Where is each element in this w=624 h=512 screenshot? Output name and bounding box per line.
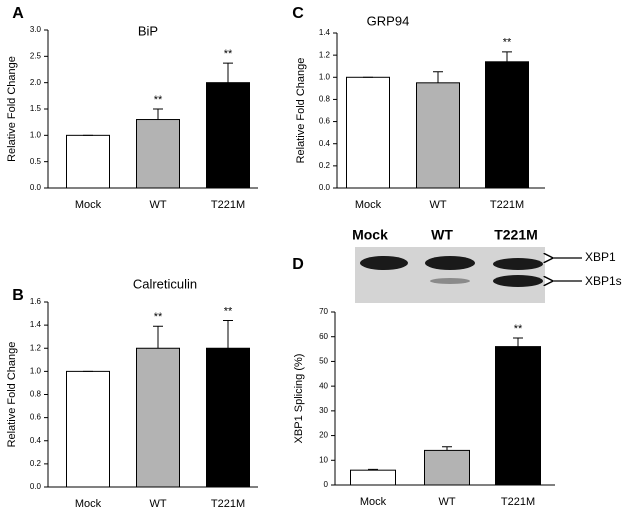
error-bar: [153, 325, 163, 349]
panel-label: B: [12, 287, 24, 304]
error-bar: [513, 337, 523, 347]
bar: [485, 61, 529, 189]
y-tick-label: 0.4: [30, 436, 42, 445]
error-bar: [368, 468, 378, 471]
bar: [136, 347, 180, 488]
bar: [206, 347, 250, 488]
x-tick-label: WT: [149, 199, 166, 211]
error-bar: [442, 446, 452, 451]
y-tick-label: 2.0: [30, 78, 42, 87]
error-bar: [433, 71, 443, 83]
bar: [424, 449, 470, 486]
bar: [136, 119, 180, 189]
y-tick-label: 0.0: [30, 183, 42, 192]
significance: **: [224, 305, 233, 317]
y-tick-label: 1.5: [30, 104, 42, 113]
x-tick-label: WT: [149, 498, 166, 510]
y-tick-label: 0.0: [30, 482, 42, 491]
x-tick-label: WT: [438, 496, 455, 508]
x-tick-label: T221M: [211, 498, 245, 510]
y-tick-label: 50: [319, 357, 328, 366]
y-tick-label: 2.5: [30, 51, 42, 60]
bar: [350, 469, 396, 486]
error-bar: [223, 62, 233, 83]
bar: [495, 346, 541, 486]
y-tick-label: 0.6: [319, 117, 331, 126]
bar: [66, 134, 110, 189]
y-tick-label: 1.0: [319, 72, 331, 81]
band-label: XBP1s: [585, 274, 622, 288]
y-tick-label: 1.0: [30, 130, 42, 139]
significance: **: [503, 37, 512, 49]
blot-image: [355, 247, 545, 303]
chart-title: Calreticulin: [133, 276, 197, 291]
bar: [346, 76, 390, 189]
y-tick-label: 1.2: [30, 343, 42, 352]
band: [425, 256, 475, 270]
bar: [206, 82, 250, 189]
bar: [66, 370, 110, 488]
x-tick-label: Mock: [75, 199, 102, 211]
significance: **: [154, 311, 163, 323]
y-tick-label: 40: [319, 381, 328, 390]
error-bar: [502, 51, 512, 62]
panel-label: C: [292, 5, 304, 22]
y-tick-label: 3.0: [30, 25, 42, 34]
x-tick-label: Mock: [355, 199, 382, 211]
y-tick-label: 0.4: [319, 139, 331, 148]
y-tick-label: 20: [319, 431, 328, 440]
chart-title: BiP: [138, 23, 158, 38]
band: [493, 275, 543, 287]
panel-label: D: [292, 256, 304, 273]
x-tick-label: T221M: [490, 199, 524, 211]
y-tick-label: 60: [319, 332, 328, 341]
y-axis-label: XBP1 Splicing (%): [293, 354, 305, 444]
band: [430, 278, 470, 284]
y-tick-label: 1.4: [319, 28, 331, 37]
x-tick-label: Mock: [360, 496, 387, 508]
error-bar: [223, 320, 233, 349]
lane-label: T221M: [494, 227, 538, 243]
x-tick-label: Mock: [75, 498, 102, 510]
y-tick-label: 0.0: [319, 183, 331, 192]
x-tick-label: T221M: [211, 199, 245, 211]
band: [360, 256, 408, 270]
y-tick-label: 0.2: [30, 459, 42, 468]
x-tick-label: T221M: [501, 496, 535, 508]
y-tick-label: 1.4: [30, 320, 42, 329]
significance: **: [224, 48, 233, 60]
significance: **: [154, 94, 163, 106]
error-bar: [153, 108, 163, 120]
significance: **: [514, 323, 523, 335]
y-axis-label: Relative Fold Change: [6, 56, 18, 162]
y-tick-label: 0.6: [30, 413, 42, 422]
y-tick-label: 1.2: [319, 50, 331, 59]
y-axis-label: Relative Fold Change: [6, 342, 18, 448]
band: [493, 258, 543, 270]
bar: [416, 82, 460, 189]
y-axis-label: Relative Fold Change: [295, 58, 307, 164]
y-tick-label: 0.5: [30, 157, 42, 166]
lane-label: WT: [431, 227, 453, 243]
y-tick-label: 0.8: [30, 390, 42, 399]
band-label: XBP1: [585, 250, 616, 264]
y-tick-label: 1.0: [30, 366, 42, 375]
y-tick-label: 30: [319, 406, 328, 415]
y-tick-label: 10: [319, 455, 328, 464]
panel-label: A: [12, 5, 24, 22]
x-tick-label: WT: [429, 199, 446, 211]
y-tick-label: 0.8: [319, 95, 331, 104]
y-tick-label: 1.6: [30, 297, 42, 306]
chart-title: GRP94: [367, 13, 410, 28]
blot: Mock WT T221M XBP1 XBP1s: [352, 227, 622, 303]
y-tick-label: 0: [324, 480, 329, 489]
y-tick-label: 0.2: [319, 161, 331, 170]
y-tick-label: 70: [319, 307, 328, 316]
lane-label: Mock: [352, 227, 388, 243]
